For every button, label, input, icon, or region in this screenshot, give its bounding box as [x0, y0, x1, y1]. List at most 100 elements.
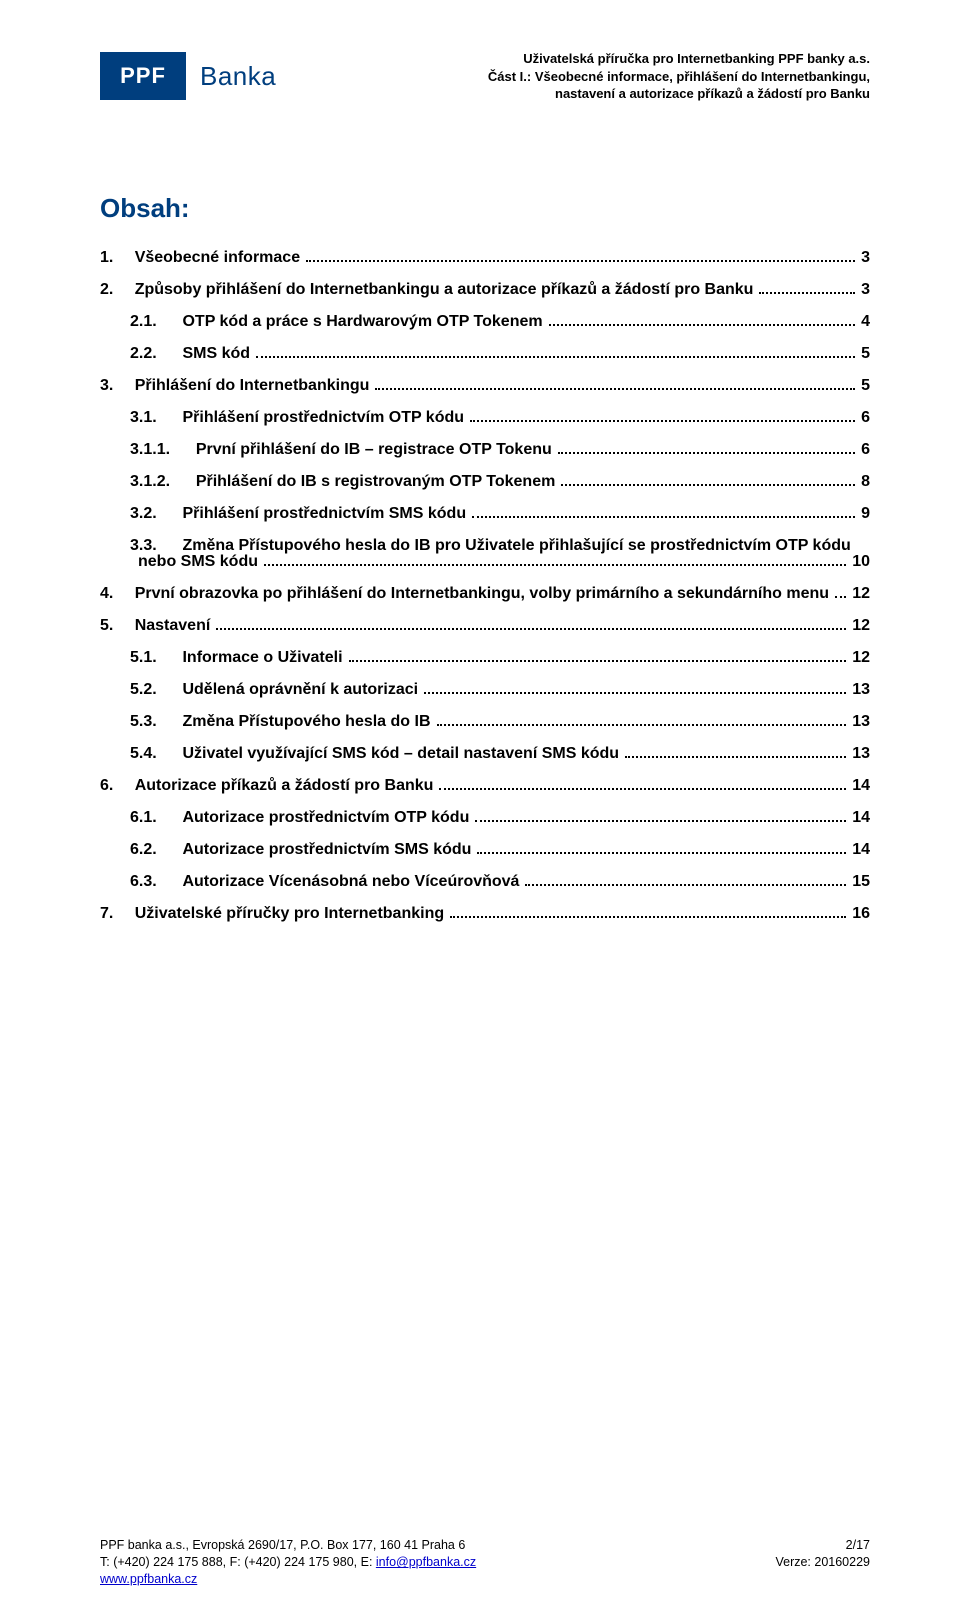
- toc-number: 5.1.: [130, 650, 157, 666]
- toc-entry[interactable]: 7. Uživatelské příručky pro Internetbank…: [100, 906, 870, 922]
- toc-leader: [375, 388, 855, 390]
- toc-label: Autorizace Vícenásobná nebo Víceúrovňová: [182, 874, 519, 890]
- footer-contacts-text: T: (+420) 224 175 888, F: (+420) 224 175…: [100, 1555, 376, 1569]
- toc-number: 3.1.2.: [130, 474, 170, 490]
- footer-contacts: T: (+420) 224 175 888, F: (+420) 224 175…: [100, 1554, 476, 1571]
- toc-leader: [525, 884, 846, 886]
- header-meta: Uživatelská příručka pro Internetbanking…: [488, 50, 870, 103]
- toc-number: 6.2.: [130, 842, 157, 858]
- toc-page: 6: [861, 410, 870, 426]
- toc-page: 16: [852, 906, 870, 922]
- toc-label: Změna Přístupového hesla do IB: [182, 714, 430, 730]
- toc-entry[interactable]: 3.3. Změna Přístupového hesla do IB pro …: [130, 538, 870, 570]
- toc-page: 14: [852, 778, 870, 794]
- footer-left: PPF banka a.s., Evropská 2690/17, P.O. B…: [100, 1537, 476, 1588]
- footer-version: Verze: 20160229: [775, 1554, 870, 1571]
- toc-page: 3: [861, 282, 870, 298]
- toc-number: 3.1.: [130, 410, 157, 426]
- footer-address: PPF banka a.s., Evropská 2690/17, P.O. B…: [100, 1537, 476, 1554]
- toc-leader: [549, 324, 855, 326]
- toc-page: 13: [852, 682, 870, 698]
- toc-label: Autorizace příkazů a žádostí pro Banku: [135, 778, 434, 794]
- ppf-logo-text: Banka: [200, 61, 276, 92]
- toc-page: 6: [861, 442, 870, 458]
- toc-leader: [437, 724, 847, 726]
- toc-label: Autorizace prostřednictvím OTP kódu: [182, 810, 469, 826]
- toc-entry[interactable]: 3.2. Přihlášení prostřednictvím SMS kódu…: [130, 506, 870, 522]
- toc-page: 15: [852, 874, 870, 890]
- toc-entry[interactable]: 5.4. Uživatel využívající SMS kód – deta…: [130, 746, 870, 762]
- toc-entry[interactable]: 5.2. Udělená oprávnění k autorizaci 13: [130, 682, 870, 698]
- toc-page: 13: [852, 746, 870, 762]
- toc-label: Autorizace prostřednictvím SMS kódu: [182, 842, 471, 858]
- toc-leader: [424, 692, 846, 694]
- toc-entry[interactable]: 5.3. Změna Přístupového hesla do IB 13: [130, 714, 870, 730]
- toc-entry[interactable]: 5. Nastavení12: [100, 618, 870, 634]
- footer-page-number: 2/17: [775, 1537, 870, 1554]
- toc-label: Přihlášení do IB s registrovaným OTP Tok…: [196, 474, 556, 490]
- ppf-logo-box: PPF: [100, 52, 186, 100]
- toc-entry-line: 3.3. Změna Přístupového hesla do IB pro …: [130, 538, 870, 554]
- toc-page: 14: [852, 810, 870, 826]
- toc-entry[interactable]: 6.1. Autorizace prostřednictvím OTP kódu…: [130, 810, 870, 826]
- toc-label: Nastavení: [135, 618, 211, 634]
- toc-entry[interactable]: 2.1. OTP kód a práce s Hardwarovým OTP T…: [130, 314, 870, 330]
- toc-entry[interactable]: 2.2. SMS kód 5: [130, 346, 870, 362]
- toc-number: 5.: [100, 618, 113, 634]
- toc-number: 4.: [100, 586, 113, 602]
- toc-page: 5: [861, 378, 870, 394]
- toc-entry[interactable]: 3. Přihlášení do Internetbankingu5: [100, 378, 870, 394]
- toc-entry[interactable]: 3.1.2. Přihlášení do IB s registrovaným …: [130, 474, 870, 490]
- toc-leader: [625, 756, 846, 758]
- toc-label: Informace o Uživateli: [182, 650, 342, 666]
- toc-label: Všeobecné informace: [135, 250, 300, 266]
- toc-label: Změna Přístupového hesla do IB pro Uživa…: [182, 537, 850, 554]
- toc-number: 6.: [100, 778, 113, 794]
- toc-page: 4: [861, 314, 870, 330]
- toc-number: 7.: [100, 906, 113, 922]
- toc-label: SMS kód: [182, 346, 250, 362]
- toc-label: Přihlášení do Internetbankingu: [135, 378, 370, 394]
- toc-number: 5.3.: [130, 714, 157, 730]
- toc-label: První přihlášení do IB – registrace OTP …: [196, 442, 552, 458]
- toc-number: 5.2.: [130, 682, 157, 698]
- document-page: PPF Banka Uživatelská příručka pro Inter…: [0, 0, 960, 1622]
- toc-entry[interactable]: 2. Způsoby přihlášení do Internetbanking…: [100, 282, 870, 298]
- toc-leader: [256, 356, 855, 358]
- toc-page: 13: [852, 714, 870, 730]
- toc-entry[interactable]: 6.2. Autorizace prostřednictvím SMS kódu…: [130, 842, 870, 858]
- footer-web-link[interactable]: www.ppfbanka.cz: [100, 1572, 197, 1586]
- page-header: PPF Banka Uživatelská příručka pro Inter…: [100, 50, 870, 103]
- toc-number: 3.2.: [130, 506, 157, 522]
- toc-number: 2.2.: [130, 346, 157, 362]
- toc-number: 6.3.: [130, 874, 157, 890]
- table-of-contents: 1. Všeobecné informace3 2. Způsoby přihlá…: [100, 250, 870, 922]
- toc-number: 2.1.: [130, 314, 157, 330]
- toc-label: První obrazovka po přihlášení do Interne…: [135, 586, 829, 602]
- toc-label: nebo SMS kódu: [138, 554, 258, 570]
- toc-page: 10: [852, 554, 870, 570]
- toc-page: 14: [852, 842, 870, 858]
- toc-page: 5: [861, 346, 870, 362]
- toc-page: 12: [852, 586, 870, 602]
- toc-entry[interactable]: 6. Autorizace příkazů a žádostí pro Bank…: [100, 778, 870, 794]
- toc-label: Udělená oprávnění k autorizaci: [182, 682, 418, 698]
- toc-entry[interactable]: 4. První obrazovka po přihlášení do Inte…: [100, 586, 870, 602]
- toc-entry[interactable]: 5.1. Informace o Uživateli 12: [130, 650, 870, 666]
- footer-email-link[interactable]: info@ppfbanka.cz: [376, 1555, 476, 1569]
- toc-leader: [835, 596, 846, 598]
- toc-leader: [450, 916, 846, 918]
- toc-leader: [558, 452, 855, 454]
- toc-number: 3.1.1.: [130, 442, 170, 458]
- toc-entry[interactable]: 3.1. Přihlášení prostřednictvím OTP kódu…: [130, 410, 870, 426]
- header-meta-line: Část I.: Všeobecné informace, přihlášení…: [488, 68, 870, 86]
- toc-number: 2.: [100, 282, 113, 298]
- toc-page: 12: [852, 650, 870, 666]
- header-meta-line: Uživatelská příručka pro Internetbanking…: [488, 50, 870, 68]
- toc-entry[interactable]: 3.1.1. První přihlášení do IB – registra…: [130, 442, 870, 458]
- obsah-title: Obsah:: [100, 193, 870, 224]
- toc-entry[interactable]: 6.3. Autorizace Vícenásobná nebo Víceúro…: [130, 874, 870, 890]
- toc-entry[interactable]: 1. Všeobecné informace3: [100, 250, 870, 266]
- toc-leader: [349, 660, 847, 662]
- toc-label: Způsoby přihlášení do Internetbankingu a…: [135, 282, 754, 298]
